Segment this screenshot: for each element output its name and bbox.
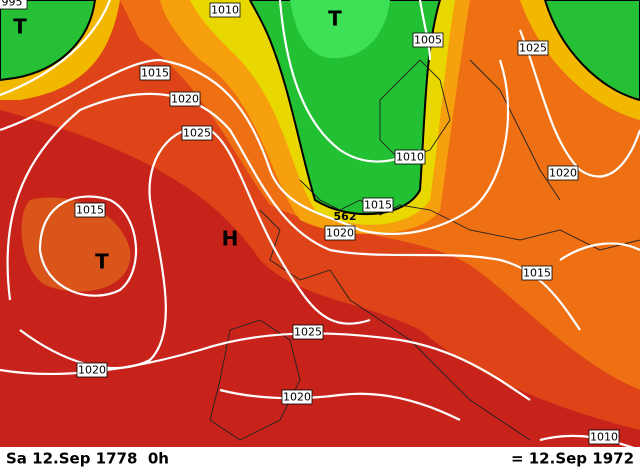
isobar-value: 1010	[396, 151, 424, 164]
label-box	[362, 197, 394, 213]
isobar-value: 1015	[141, 67, 169, 80]
isobar-label: 1020	[324, 225, 356, 241]
isobar-label: 1025	[292, 324, 324, 340]
isobar-label: 1015	[521, 265, 553, 281]
isobar-label: 1010	[394, 149, 426, 165]
pressure-center: T	[95, 250, 109, 274]
pressure-center: T	[13, 15, 27, 39]
isobar-value: 1005	[414, 34, 442, 47]
isobar-label: 1010	[209, 2, 241, 18]
isobar-value: 1020	[549, 167, 577, 180]
footer-date: Sa 12.Sep 1778 0h	[6, 450, 169, 468]
isobar-label: 1020	[76, 362, 108, 378]
label-box	[281, 389, 313, 405]
label-box	[412, 32, 444, 48]
label-box	[324, 225, 356, 241]
isobar-value: 1020	[171, 93, 199, 106]
isobar-value: 1015	[364, 199, 392, 212]
label-box	[209, 2, 241, 18]
label-box	[547, 165, 579, 181]
label-box	[181, 125, 213, 141]
zone	[21, 197, 131, 292]
isobar-label: 1020	[547, 165, 579, 181]
label-box	[292, 324, 324, 340]
isobar-label: 1020	[281, 389, 313, 405]
footer-equivalent: = 12.Sep 1972	[511, 450, 634, 468]
isobar-value: 995	[2, 0, 23, 9]
label-box	[588, 429, 620, 445]
isobar-label: 995	[0, 0, 28, 10]
isobar-label: 1025	[517, 40, 549, 56]
pressure-center: T	[328, 7, 342, 31]
label-box	[521, 265, 553, 281]
isobar-value: 1010	[211, 4, 239, 17]
isobar-value: 1020	[326, 227, 354, 240]
isobar-label: 1015	[74, 202, 106, 218]
isobar-value: 1015	[76, 204, 104, 217]
height-label: 562	[334, 210, 357, 223]
isobar-label: 1005	[412, 32, 444, 48]
isobars	[0, 0, 640, 452]
isobar-value: 1015	[523, 267, 551, 280]
isobar-label: 1010	[588, 429, 620, 445]
footer-bar	[0, 447, 640, 472]
label-box	[139, 65, 171, 81]
isobar-value: 1010	[590, 431, 618, 444]
isobar-label: 1015	[139, 65, 171, 81]
label-box	[74, 202, 106, 218]
pressure-center: H	[222, 227, 239, 251]
isobar-value: 1025	[294, 326, 322, 339]
coastlines	[209, 59, 640, 441]
isobar-value: 1020	[283, 391, 311, 404]
isobar-value: 1020	[78, 364, 106, 377]
label-box	[169, 91, 201, 107]
label-box	[76, 362, 108, 378]
isobar-value: 1025	[519, 42, 547, 55]
label-box	[517, 40, 549, 56]
low-zone	[0, 0, 97, 82]
label-box	[0, 0, 28, 10]
isobar-label: 1015	[362, 197, 394, 213]
isobar-label: 1020	[169, 91, 201, 107]
low-core	[290, 0, 390, 59]
isobar-value: 1025	[183, 127, 211, 140]
label-box	[394, 149, 426, 165]
isobar-label: 1025	[181, 125, 213, 141]
